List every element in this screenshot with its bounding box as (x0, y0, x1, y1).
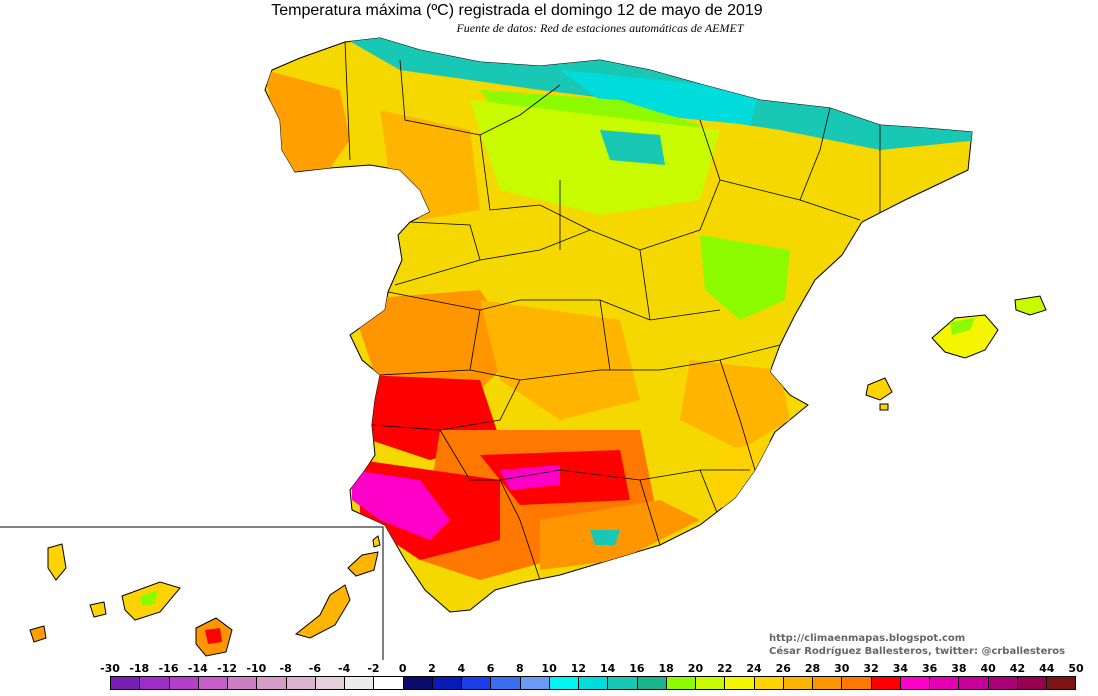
legend-swatch (315, 677, 345, 689)
legend-tick-label: 50 (1068, 662, 1084, 675)
legend-swatch (169, 677, 199, 689)
map-subtitle: Fuente de datos: Red de estaciones autom… (456, 21, 744, 35)
legend-swatch (257, 677, 287, 689)
legend-tick-label: -12 (217, 662, 238, 675)
legend-swatch (579, 677, 609, 689)
legend-tick-label: 2 (428, 662, 436, 675)
legend-tick-label: 14 (599, 662, 616, 675)
legend-tick-label: 20 (687, 662, 704, 675)
legend-swatch (374, 677, 404, 689)
legend-tick-label: 16 (629, 662, 645, 675)
legend-tick-label: 0 (398, 662, 407, 675)
legend-tick-label: 34 (892, 662, 909, 675)
temperature-color-scale (110, 676, 1076, 690)
legend-swatch (842, 677, 872, 689)
legend-tick-label: 8 (515, 662, 524, 675)
legend-tick-label: -14 (187, 662, 208, 675)
legend-swatch (637, 677, 667, 689)
legend-tick-label: 36 (921, 662, 938, 675)
legend-swatch (988, 677, 1018, 689)
legend-tick-label: -18 (129, 662, 150, 675)
author-credit: César Rodríguez Ballesteros, twitter: @c… (769, 646, 1066, 657)
legend-swatch (900, 677, 930, 689)
legend-tick-label: 32 (863, 662, 879, 675)
legend-tick-label: 28 (804, 662, 821, 675)
legend-tick-label: -16 (158, 662, 179, 675)
canary-islands-inset (0, 526, 384, 660)
legend-swatch (198, 677, 228, 689)
legend-swatch (813, 677, 843, 689)
legend-swatch (1047, 677, 1076, 689)
temperature-map (0, 37, 1047, 660)
legend-tick-label: 6 (486, 662, 495, 675)
legend-swatch (666, 677, 696, 689)
legend-tick-label: 22 (717, 662, 733, 675)
legend-swatch (491, 677, 521, 689)
legend-tick-label: -10 (246, 662, 267, 675)
legend-swatch (286, 677, 316, 689)
legend-swatch (432, 677, 462, 689)
iberia-landmass (264, 37, 973, 613)
legend-swatch (959, 677, 989, 689)
legend-tick-label: 12 (570, 662, 587, 675)
legend-tick-label: 24 (746, 662, 762, 675)
legend-tick-label: -8 (279, 662, 292, 675)
legend-swatch (462, 677, 492, 689)
balearic-islands (865, 295, 1047, 411)
legend-swatch (696, 677, 726, 689)
legend-swatch (345, 677, 375, 689)
legend-tick-label: 40 (980, 662, 996, 675)
map-title: Temperatura máxima (ºC) registrada el do… (271, 2, 763, 19)
legend-swatch (140, 677, 170, 689)
legend-swatch (725, 677, 755, 689)
legend-labels: -30 -18 -16 -14 -12 -10 -8 -6 -4 -2 0 2 4 6 8 10 12 14 16 1… (0, 662, 1098, 676)
legend-swatch (608, 677, 638, 689)
legend-tick-label: -6 (308, 662, 322, 675)
legend-tick-label: -2 (367, 662, 380, 675)
legend-tick-label: 44 (1039, 662, 1055, 675)
legend-tick-label: 30 (834, 662, 850, 675)
blog-url: http://climaenmapas.blogspot.com (769, 633, 966, 644)
legend-swatch (549, 677, 579, 689)
legend-swatch (1017, 677, 1047, 689)
legend-swatch (754, 677, 784, 689)
legend-tick-label: 38 (951, 662, 967, 675)
legend-tick-label: -30 (100, 662, 120, 675)
legend-tick-label: 26 (775, 662, 791, 675)
credit-block: http://climaenmapas.blogspot.com César R… (769, 632, 1065, 658)
legend-swatch (111, 677, 141, 689)
legend-swatch (520, 677, 550, 689)
legend-swatch (783, 677, 813, 689)
legend-swatch (403, 677, 433, 689)
legend-swatch (228, 677, 258, 689)
legend-tick-label: 18 (658, 662, 674, 675)
legend-swatch (871, 677, 901, 689)
legend-tick-label: 4 (457, 662, 466, 675)
legend-tick-label: 10 (541, 662, 557, 675)
legend-swatch (930, 677, 960, 689)
legend-tick-label: -4 (338, 662, 351, 675)
legend-tick-label: 42 (1009, 662, 1026, 675)
